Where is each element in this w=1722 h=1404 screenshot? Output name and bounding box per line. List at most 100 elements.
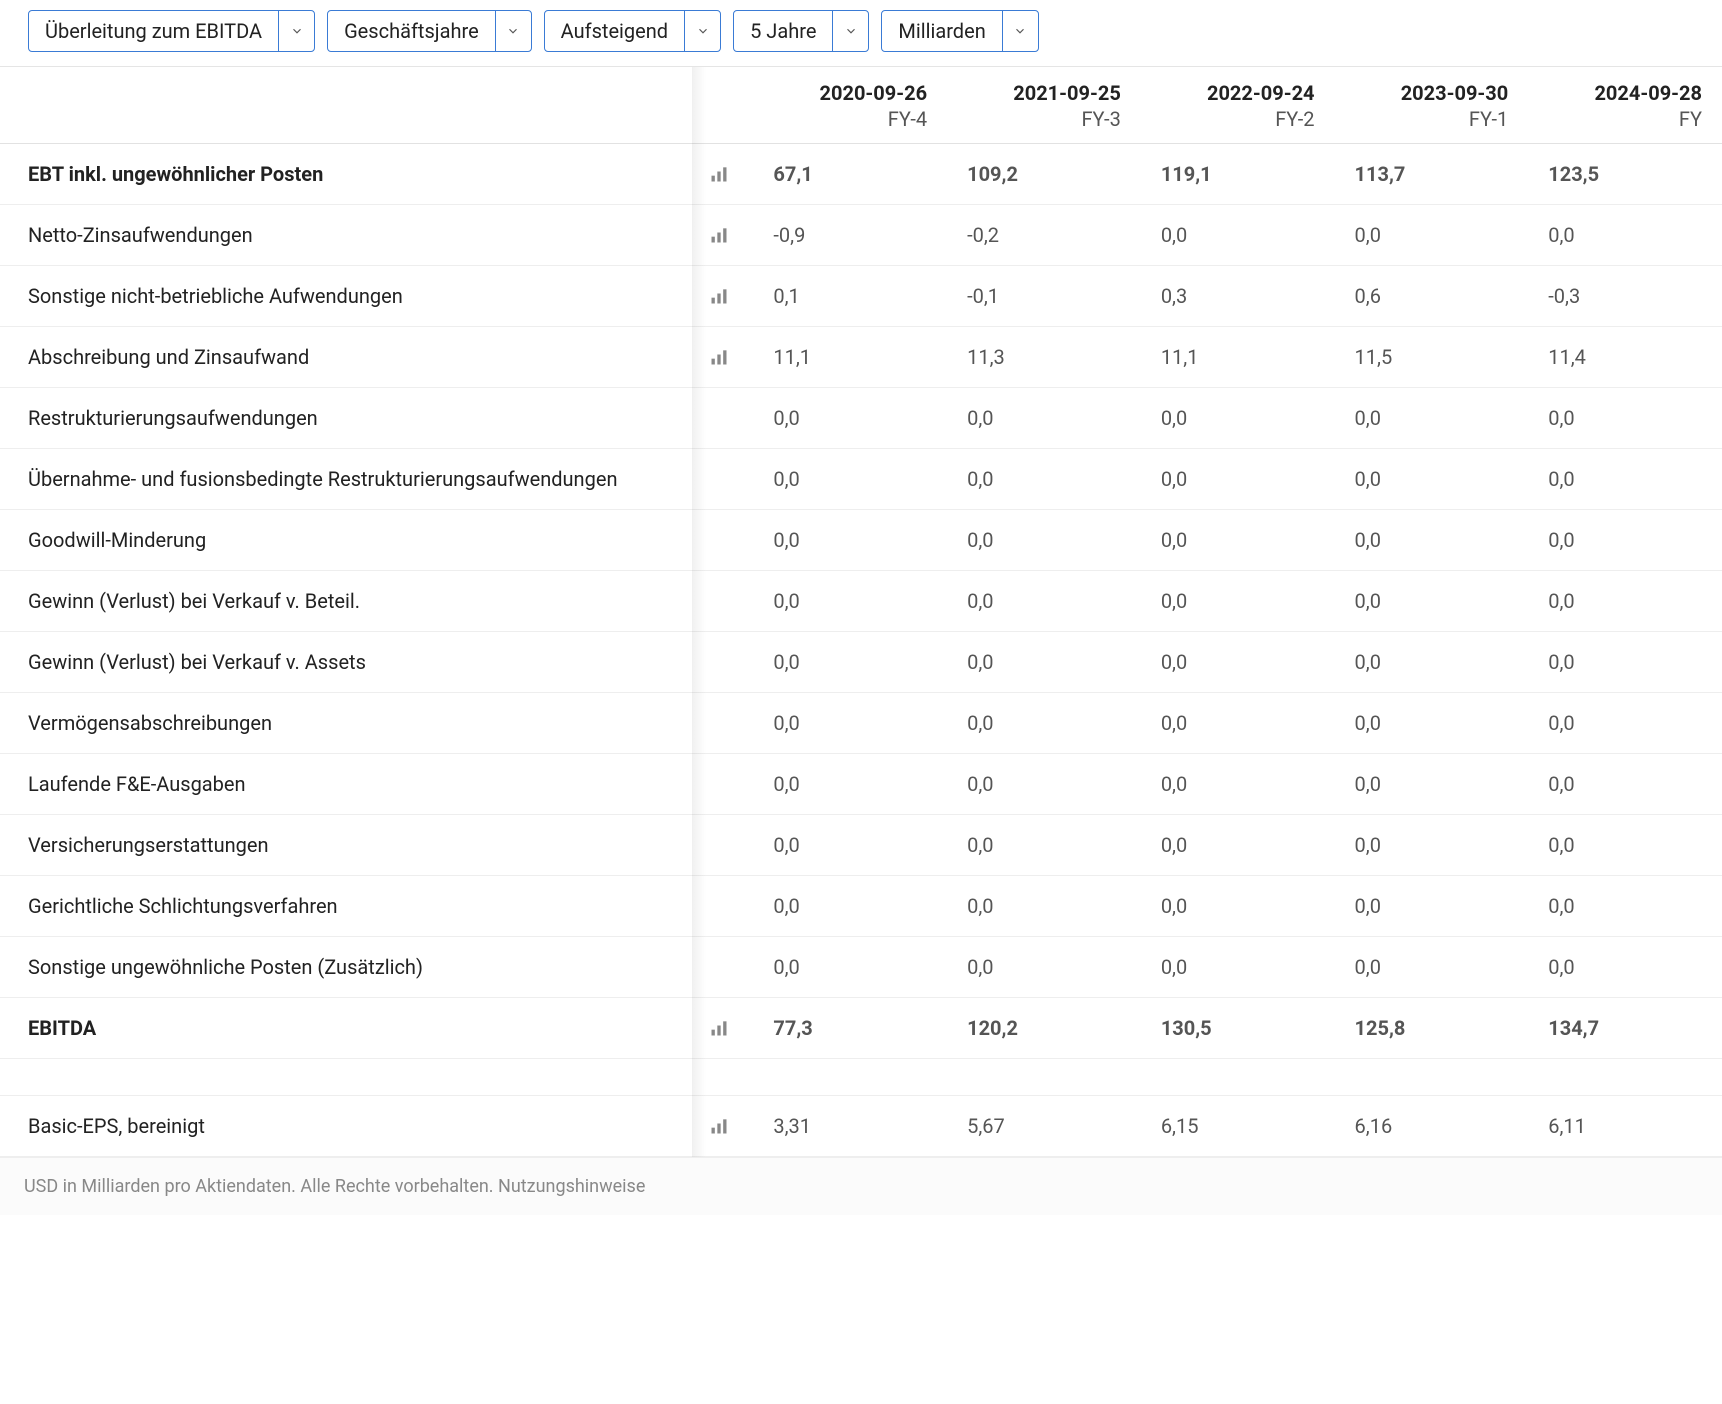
cell-value: 6,11	[1528, 1096, 1722, 1157]
bar-chart-icon[interactable]	[709, 286, 729, 306]
cell-value: 0,0	[753, 937, 947, 998]
row-label: EBT inkl. ungewöhnlicher Posten	[0, 144, 753, 205]
cell-value: 0,0	[1528, 693, 1722, 754]
bar-chart-icon[interactable]	[709, 1018, 729, 1038]
row-label: Goodwill-Minderung	[0, 510, 753, 571]
row-label: Vermögensabschreibungen	[0, 693, 753, 754]
cell-value: 134,7	[1528, 998, 1722, 1059]
cell-value: 0,0	[1528, 754, 1722, 815]
cell-value: 11,3	[947, 327, 1141, 388]
bar-chart-icon[interactable]	[709, 225, 729, 245]
cell-value: 11,4	[1528, 327, 1722, 388]
cell-value: 6,15	[1141, 1096, 1335, 1157]
period-header: 2022-09-24FY-2	[1141, 67, 1335, 144]
cell-value: 0,0	[1141, 754, 1335, 815]
period-header: 2021-09-25FY-3	[947, 67, 1141, 144]
period-fy: FY-3	[967, 107, 1121, 131]
cell-value: 0,0	[1141, 205, 1335, 266]
cell-value: 0,0	[947, 815, 1141, 876]
filter-toolbar: Überleitung zum EBITDA Geschäftsjahre Aufs…	[0, 0, 1722, 67]
period-date: 2020-09-26	[773, 81, 927, 105]
cell-value: 0,0	[1335, 388, 1529, 449]
table-row: Basic-EPS, bereinigt3,315,676,156,166,11	[0, 1096, 1722, 1157]
chevron-down-icon[interactable]	[278, 11, 314, 51]
dropdown-label: Geschäftsjahre	[328, 11, 495, 51]
cell-value: 113,7	[1335, 144, 1529, 205]
cell-value: 0,0	[947, 510, 1141, 571]
cell-value: 0,0	[753, 876, 947, 937]
row-label: Sonstige nicht-betriebliche Aufwendungen	[0, 266, 753, 327]
row-label: Sonstige ungewöhnliche Posten (Zusätzlic…	[0, 937, 753, 998]
table-row: Übernahme- und fusionsbedingte Restruktu…	[0, 449, 1722, 510]
period-header: 2024-09-28FY	[1528, 67, 1722, 144]
row-label: Laufende F&E-Ausgaben	[0, 754, 753, 815]
financial-table: 2020-09-26FY-42021-09-25FY-32022-09-24FY…	[0, 67, 1722, 1157]
footer-link[interactable]: Nutzungshinweise	[498, 1176, 645, 1197]
cell-value: 0,0	[947, 876, 1141, 937]
table-header-empty	[0, 67, 753, 144]
table-row: Restrukturierungsaufwendungen0,00,00,00,…	[0, 388, 1722, 449]
table-row: Sonstige nicht-betriebliche Aufwendungen…	[0, 266, 1722, 327]
cell-value: 0,0	[1141, 449, 1335, 510]
dropdown-3[interactable]: 5 Jahre	[733, 10, 869, 52]
cell-value: 0,0	[947, 388, 1141, 449]
row-label: Netto-Zinsaufwendungen	[0, 205, 753, 266]
footer: USD in Milliarden pro Aktiendaten. Alle …	[0, 1157, 1722, 1215]
cell-value: 0,0	[1528, 937, 1722, 998]
row-label: Restrukturierungsaufwendungen	[0, 388, 753, 449]
cell-value: 0,0	[1335, 937, 1529, 998]
row-label: EBITDA	[0, 998, 753, 1059]
bar-chart-icon[interactable]	[709, 347, 729, 367]
table-row: Sonstige ungewöhnliche Posten (Zusätzlic…	[0, 937, 1722, 998]
period-date: 2024-09-28	[1548, 81, 1702, 105]
row-label: Übernahme- und fusionsbedingte Restruktu…	[0, 449, 753, 510]
cell-value: 77,3	[753, 998, 947, 1059]
cell-value: 120,2	[947, 998, 1141, 1059]
dropdown-1[interactable]: Geschäftsjahre	[327, 10, 532, 52]
row-label: Versicherungserstattungen	[0, 815, 753, 876]
chevron-down-icon[interactable]	[495, 11, 531, 51]
cell-value: 0,0	[1335, 510, 1529, 571]
cell-value: 123,5	[1528, 144, 1722, 205]
chevron-down-icon[interactable]	[684, 11, 720, 51]
cell-value: 11,5	[1335, 327, 1529, 388]
cell-value: 119,1	[1141, 144, 1335, 205]
cell-value: 0,0	[1528, 205, 1722, 266]
table-row: Gerichtliche Schlichtungsverfahren0,00,0…	[0, 876, 1722, 937]
cell-value: 125,8	[1335, 998, 1529, 1059]
dropdown-2[interactable]: Aufsteigend	[544, 10, 721, 52]
dropdown-4[interactable]: Milliarden	[881, 10, 1038, 52]
cell-value: 0,0	[1528, 510, 1722, 571]
cell-value: 0,0	[1141, 937, 1335, 998]
table-row: Abschreibung und Zinsaufwand11,111,311,1…	[0, 327, 1722, 388]
cell-value: 0,0	[1335, 571, 1529, 632]
dropdown-label: Überleitung zum EBITDA	[29, 11, 278, 51]
table-row: Netto-Zinsaufwendungen-0,9-0,20,00,00,0	[0, 205, 1722, 266]
row-label: Gewinn (Verlust) bei Verkauf v. Assets	[0, 632, 753, 693]
cell-value: 0,0	[753, 632, 947, 693]
period-fy: FY-1	[1355, 107, 1509, 131]
row-label: Basic-EPS, bereinigt	[0, 1096, 753, 1157]
cell-value: 0,0	[753, 754, 947, 815]
dropdown-label: Milliarden	[882, 11, 1001, 51]
cell-value: 0,0	[1335, 815, 1529, 876]
cell-value: 0,0	[1528, 815, 1722, 876]
cell-value: 0,0	[1335, 876, 1529, 937]
bar-chart-icon[interactable]	[709, 164, 729, 184]
table-row: Gewinn (Verlust) bei Verkauf v. Assets0,…	[0, 632, 1722, 693]
bar-chart-icon[interactable]	[709, 1116, 729, 1136]
cell-value: 3,31	[753, 1096, 947, 1157]
dropdown-0[interactable]: Überleitung zum EBITDA	[28, 10, 315, 52]
footer-text: USD in Milliarden pro Aktiendaten. Alle …	[24, 1176, 498, 1197]
cell-value: -0,2	[947, 205, 1141, 266]
chevron-down-icon[interactable]	[1002, 11, 1038, 51]
chevron-down-icon[interactable]	[832, 11, 868, 51]
cell-value: 11,1	[753, 327, 947, 388]
table-header-row: 2020-09-26FY-42021-09-25FY-32022-09-24FY…	[0, 67, 1722, 144]
cell-value: 0,0	[753, 510, 947, 571]
cell-value: 0,0	[947, 449, 1141, 510]
row-label: Gerichtliche Schlichtungsverfahren	[0, 876, 753, 937]
cell-value: 6,16	[1335, 1096, 1529, 1157]
table-row: Gewinn (Verlust) bei Verkauf v. Beteil.0…	[0, 571, 1722, 632]
cell-value: 109,2	[947, 144, 1141, 205]
